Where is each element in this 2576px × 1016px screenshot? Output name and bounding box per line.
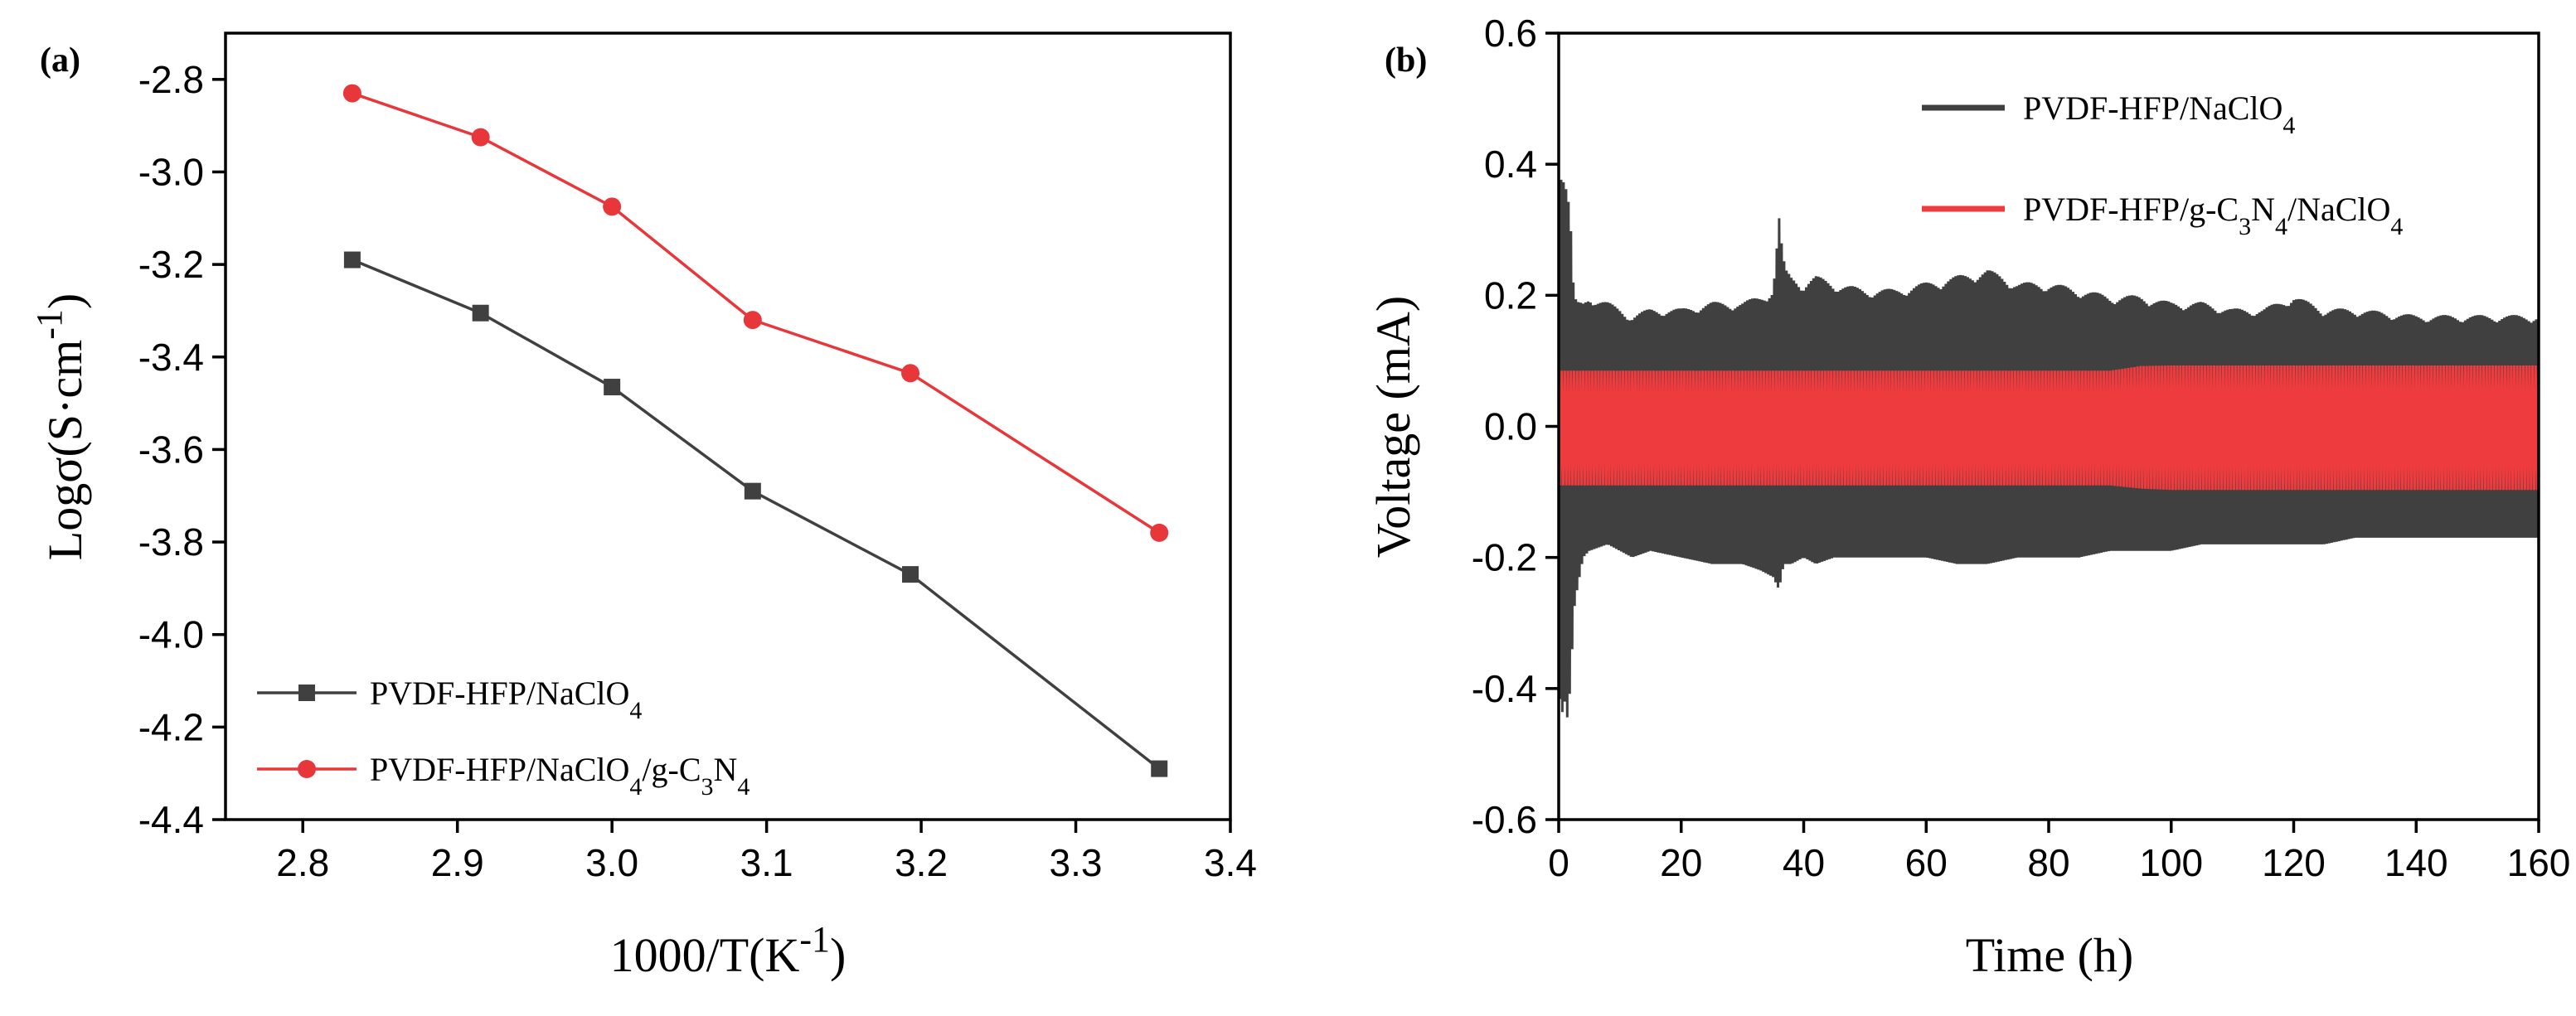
data-point [902,566,919,583]
data-point [472,304,489,322]
x-tick-label: 60 [1905,841,1948,884]
legend-marker [298,760,316,778]
series-line-1 [352,258,1161,770]
panel-a-ylabel-sup: -1 [29,309,70,340]
legend-subscript: 3 [2239,213,2251,240]
panel-a-frame [224,31,1232,821]
data-point [901,364,920,383]
x-tick-label: 40 [1783,841,1825,884]
legend-subscript: 4 [2390,213,2403,240]
legend-subscript: 4 [2283,112,2295,139]
y-tick-label: -3.6 [138,428,204,471]
panel-b-frame [1557,31,2540,821]
y-tick-label: -4.2 [138,705,204,748]
legend-subscript: 3 [701,773,714,801]
data-point [342,84,361,103]
x-tick-label: 3.4 [1204,841,1257,884]
legend-text-part: /NaClO [2287,191,2390,228]
y-tick-label: 0.0 [1484,405,1537,448]
svg-text:Logσ(S·cm-1): Logσ(S·cm-1) [29,293,92,560]
data-point [603,197,622,216]
legend-label: PVDF-HFP/NaClO4 [370,675,642,724]
x-tick-label: 3.2 [895,841,948,884]
x-tick-label: 140 [2384,841,2448,884]
chart-panel-b: (b) 0 20 40 60 80 100 120 140 160 0.6 0.4 0.2 0.0 -0.… [1366,12,2570,982]
panel-b-series [1557,179,2540,718]
panel-a-xlabel: 1000/T(K-1) [610,919,847,982]
data-point [1150,523,1169,542]
y-tick-label: -0.6 [1472,798,1537,841]
x-tick-label: 3.1 [740,841,793,884]
y-tick-label: 0.2 [1484,273,1537,317]
legend-text-part: PVDF-HFP/g-C [2023,191,2239,228]
y-tick-label: -3.8 [138,520,204,564]
x-tick-label: 2.9 [431,841,484,884]
panel-label-b: (b) [1385,41,1427,80]
series-trace-2 [1557,365,2540,491]
x-tick-label: 100 [2139,841,2203,884]
legend-text-part: PVDF-HFP/NaClO [370,751,629,788]
panel-a-ticks: 2.8 2.9 3.0 3.1 3.2 3.3 3.4 -2.8 -3.0 -3.2 -3.4 -3.… [138,58,1257,884]
x-tick-label: 3.0 [585,841,638,884]
panel-a-series [342,84,1169,777]
panel-b-xlabel: Time (h) [1966,928,2134,982]
y-tick-label: 0.4 [1484,143,1537,186]
panel-a-xlabel-sup: -1 [799,919,830,960]
panel-b-ylabel: Voltage (mA) [1366,296,1420,558]
panel-label-a: (a) [40,41,80,80]
y-tick-label: 0.6 [1484,12,1537,55]
data-point [1151,760,1168,777]
x-tick-label: 160 [2507,841,2571,884]
x-tick-label: 80 [2027,841,2069,884]
data-point [604,379,621,396]
legend-text-part: PVDF-HFP/NaClO [2023,90,2283,127]
x-tick-label: 20 [1660,841,1702,884]
legend-marker [298,685,315,701]
data-point [343,251,361,269]
y-tick-label: -3.4 [138,336,204,379]
panel-b-ticks: 0 20 40 60 80 100 120 140 160 0.6 0.4 0.2 0.0 -0.2 -0.… [1472,12,2571,884]
panel-a-xlabel-main: 1000/T(K [610,928,800,982]
panel-a-ylabel: Logσ(S·cm-1) [29,293,92,560]
x-tick-label: 3.3 [1050,841,1103,884]
legend-subscript: 4 [737,773,750,801]
legend-text-part: PVDF-HFP/NaClO [370,675,629,712]
legend-text-part: /g-C [642,751,701,788]
x-tick-label: 0 [1548,841,1569,884]
legend-subscript: 4 [629,773,642,801]
legend-subscript: 4 [629,697,642,724]
data-point [471,128,490,147]
panel-a-xlabel-end: ) [830,928,846,982]
y-tick-label: -0.4 [1472,667,1537,710]
y-tick-label: -3.0 [138,150,204,193]
y-tick-label: -0.2 [1472,536,1537,579]
legend-label: PVDF-HFP/g-C3N4/NaClO4 [2023,191,2403,240]
panel-a-ylabel-main: Logσ(S·cm [38,340,92,560]
series-line-2 [352,91,1161,535]
data-point [743,311,762,330]
y-tick-label: -4.4 [138,798,204,841]
legend-text-part: N [2251,191,2275,228]
y-tick-label: -2.8 [138,58,204,101]
panel-a-ylabel-end: ) [38,293,92,309]
data-point [744,482,761,500]
y-tick-label: -4.0 [138,613,204,656]
legend-label: PVDF-HFP/NaClO4 [2023,90,2295,139]
x-tick-label: 2.8 [276,841,329,884]
y-tick-label: -3.2 [138,243,204,286]
legend-label: PVDF-HFP/NaClO4/g-C3N4 [370,751,750,801]
legend-subscript: 4 [2275,213,2287,240]
legend-text-part: N [714,751,738,788]
chart-panel-a: (a) 2.8 2.9 3.0 3.1 3.2 3.3 3.4 -2.8 -3.0 -3.2 -3.… [29,31,1257,982]
x-tick-label: 120 [2262,841,2326,884]
